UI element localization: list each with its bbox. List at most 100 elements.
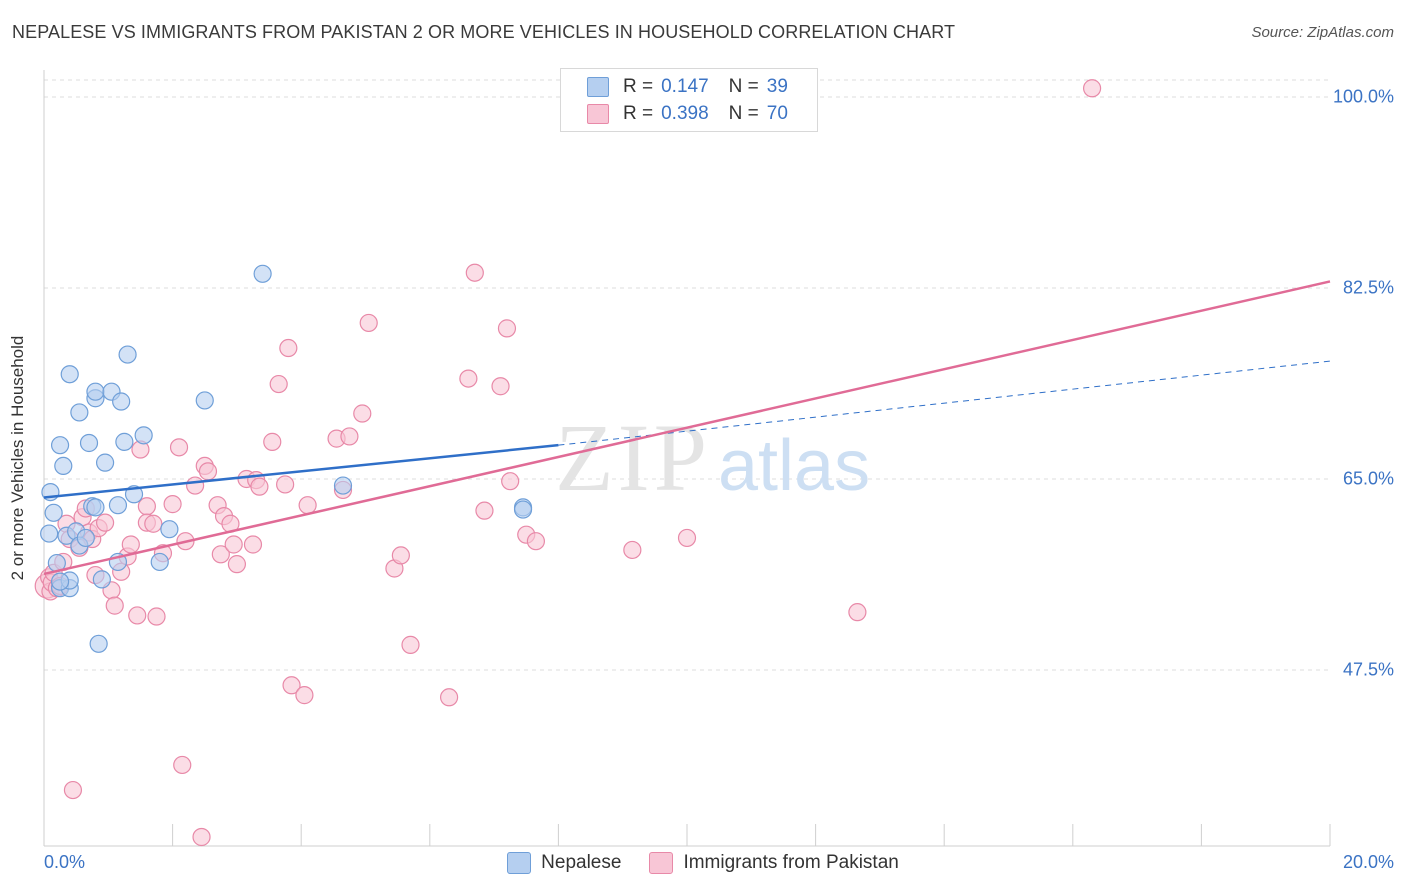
pakistan-point [491, 377, 510, 396]
legend-item-pakistan: Immigrants from Pakistan [649, 852, 899, 874]
legend-n-value: 39 [766, 76, 788, 97]
y-tick-label: 47.5% [1342, 659, 1394, 680]
legend-row-pakistan: R = 0.398 N = 70 [587, 102, 788, 126]
pakistan-point [282, 676, 301, 695]
source-credit: Source: ZipAtlas.com [1251, 24, 1394, 41]
pakistan-point [353, 404, 372, 423]
y-tick-label: 100.0% [1332, 86, 1394, 107]
nepalese-point [92, 570, 111, 589]
pakistan-point [298, 496, 317, 515]
nepalese-point [150, 552, 169, 572]
legend-row-nepalese: R = 0.147 N = 39 [587, 75, 788, 99]
pakistan-point [1082, 79, 1102, 98]
pakistan-point [848, 603, 867, 622]
pakistan-point [391, 546, 410, 565]
nepalese-trend-extension [558, 360, 1331, 446]
pakistan-point [198, 462, 218, 481]
trend-lines [43, 280, 1331, 576]
nepalese-point [115, 432, 134, 451]
pakistan-point [227, 555, 246, 574]
pakistan-point [169, 438, 189, 457]
legend-r-label: R = [623, 103, 654, 124]
pakistan-point [497, 319, 517, 338]
pakistan-point [128, 606, 147, 625]
legend-r-value: 0.147 [661, 76, 709, 97]
pakistan-point [105, 596, 124, 615]
legend-label-pakistan: Immigrants from Pakistan [683, 852, 899, 873]
watermark: ZIP atlas [555, 404, 870, 511]
legend-r-label: R = [623, 76, 654, 97]
nepalese-point [333, 476, 353, 495]
nepalese-point [95, 453, 115, 472]
legend-label-nepalese: Nepalese [541, 852, 622, 873]
nepalese-point [40, 524, 59, 543]
pakistan-point [439, 688, 459, 707]
pakistan-point [224, 535, 243, 554]
nepalese-point [86, 382, 105, 401]
nepalese-point [60, 365, 79, 384]
watermark-zip: ZIP [555, 404, 711, 511]
axes [43, 70, 1331, 847]
series-legend: Nepalese Immigrants from Pakistan [0, 852, 1406, 874]
legend-swatch-pink [649, 852, 674, 874]
y-tick-label: 82.5% [1342, 277, 1394, 298]
nepalese-trend-line [43, 443, 559, 499]
pakistan-point [192, 827, 211, 847]
pakistan-point [677, 528, 697, 548]
nepalese-point [118, 345, 137, 364]
gridlines [44, 79, 1330, 671]
pakistan-point [173, 755, 192, 775]
pakistan-point [459, 369, 478, 388]
nepalese-point [44, 503, 63, 522]
y-axis-label: 2 or more Vehicles in Household [8, 335, 27, 581]
nepalese-point [134, 426, 153, 445]
nepalese-point [112, 392, 131, 411]
legend-item-nepalese: Nepalese [507, 852, 621, 874]
pakistan-point [475, 501, 494, 520]
pakistan-point [186, 476, 205, 495]
watermark-atlas: atlas [718, 426, 870, 506]
pakistan-point [401, 635, 420, 654]
legend-swatch-pink [587, 104, 609, 124]
pakistan-point [501, 472, 520, 491]
pakistan-point [269, 374, 288, 394]
pakistan-trend-line [43, 280, 1331, 576]
pakistan-point [623, 540, 642, 560]
pakistan-point [163, 495, 182, 514]
nepalese-point [54, 456, 73, 476]
legend-swatch-blue [587, 77, 609, 97]
nepalese-point [513, 500, 533, 519]
nepalese-point [89, 634, 108, 653]
nepalese-point [76, 528, 95, 548]
pakistan-point [526, 532, 545, 551]
nepalese-point [160, 520, 179, 539]
nepalese-point [70, 403, 89, 422]
pakistan-point [95, 513, 115, 532]
pakistan-point [147, 607, 166, 626]
pakistan-point [211, 545, 230, 564]
pakistan-point [144, 514, 163, 533]
correlation-legend: R = 0.147 N = 39 R = 0.398 N = 70 [560, 68, 818, 132]
nepalese-point [108, 496, 128, 515]
pakistan-point [137, 497, 156, 516]
chart-title: NEPALESE VS IMMIGRANTS FROM PAKISTAN 2 O… [12, 22, 956, 42]
pakistan-point [121, 535, 140, 554]
legend-n-value: 70 [766, 103, 788, 124]
pakistan-point [243, 535, 263, 554]
x-tick-label: 0.0% [44, 852, 86, 872]
y-tick-label: 65.0% [1342, 468, 1394, 489]
legend-r-value: 0.398 [661, 103, 709, 124]
nepalese-point [86, 498, 105, 517]
legend-n-label: N = [728, 76, 759, 97]
nepalese-point [50, 572, 70, 591]
x-tick-label: 20.0% [1342, 852, 1394, 872]
pakistan-point [263, 432, 282, 451]
pakistan-point [359, 313, 378, 333]
pakistan-point [276, 475, 295, 494]
nepalese-point [50, 436, 70, 455]
nepalese-point [79, 433, 99, 453]
pakistan-point [279, 338, 298, 358]
legend-swatch-blue [507, 852, 532, 874]
pakistan-point [340, 427, 359, 446]
